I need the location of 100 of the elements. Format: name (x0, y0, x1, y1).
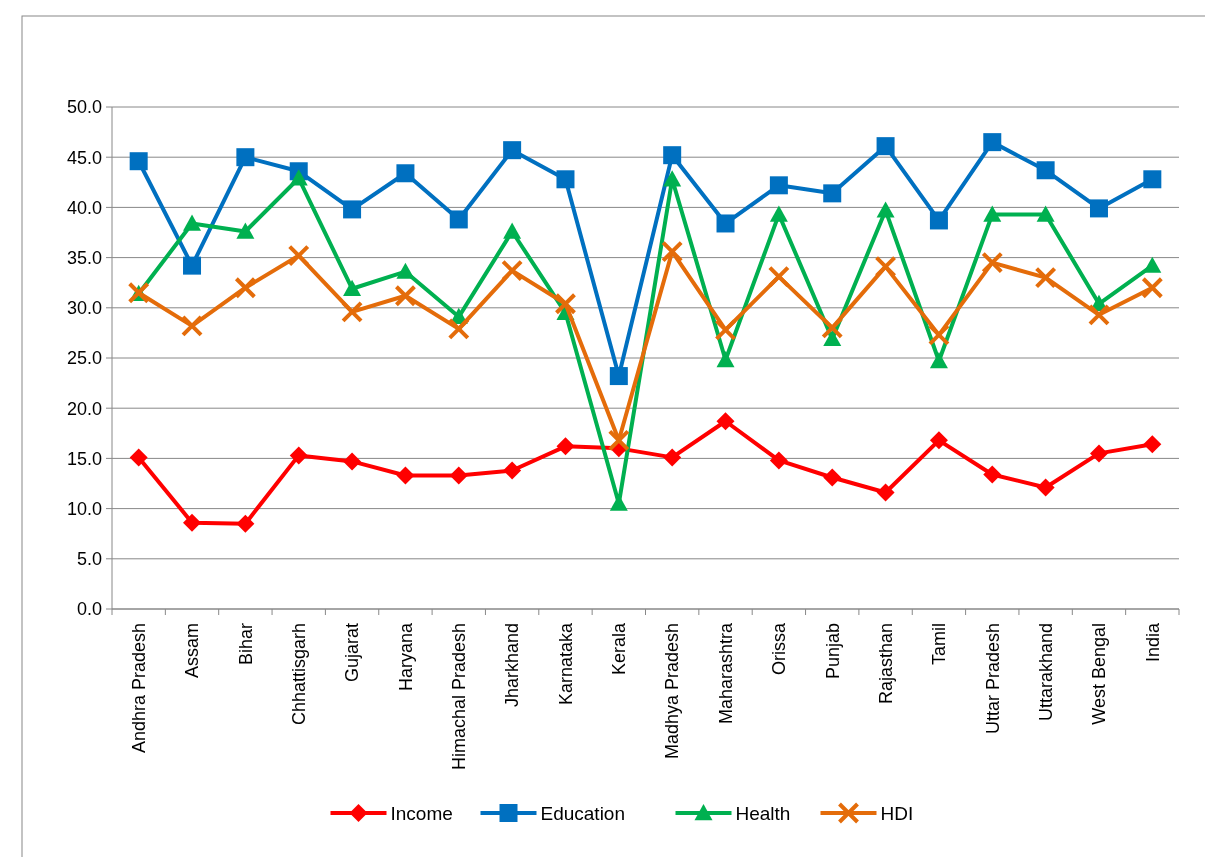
point (927, 323, 950, 346)
point (607, 429, 630, 452)
y-tick-label: 35.0 (66, 247, 102, 268)
point (1143, 256, 1162, 273)
x-tick-label: Orissa (769, 622, 790, 676)
x-tick-label: Rajasthan (875, 623, 896, 705)
x-tick-label: Maharashtra (715, 622, 736, 725)
x-tick-label: Karnataka (555, 622, 576, 706)
point (503, 141, 522, 160)
point (236, 148, 255, 167)
point (929, 352, 948, 369)
point (447, 317, 470, 340)
point (663, 448, 682, 467)
x-tick-label: Assam (182, 623, 203, 679)
point (1087, 303, 1110, 326)
point (983, 205, 1002, 222)
x-tick-label: Himachal Pradesh (449, 623, 470, 771)
point (234, 276, 257, 299)
point (343, 200, 362, 219)
point (449, 210, 468, 229)
x-tick-label: Kerala (609, 622, 630, 676)
point (289, 446, 308, 465)
point (714, 318, 737, 341)
x-tick-label: Madhya Pradesh (662, 623, 683, 760)
point (981, 251, 1004, 274)
point (769, 176, 788, 195)
point (503, 461, 522, 480)
x-tick-label: Chhattisgarh (289, 623, 310, 726)
point (716, 214, 735, 233)
point (556, 437, 575, 456)
y-tick-label: 40.0 (66, 197, 102, 218)
y-tick-label: 15.0 (66, 448, 102, 469)
point (823, 329, 842, 347)
legend-label: Health (735, 802, 791, 824)
point (929, 211, 948, 230)
point (1143, 435, 1162, 454)
legend-label: Education (540, 802, 626, 824)
point (287, 244, 310, 267)
point (1143, 170, 1162, 189)
point (394, 284, 417, 307)
point (929, 431, 948, 450)
y-tick-label: 0.0 (76, 599, 102, 620)
point (183, 256, 202, 275)
point (609, 367, 628, 386)
point (396, 262, 415, 279)
point (289, 169, 308, 186)
point (183, 214, 202, 231)
point (1036, 161, 1055, 180)
point (341, 300, 364, 323)
x-tick-label: Tamil (929, 623, 950, 666)
point (556, 170, 575, 189)
point (236, 222, 255, 239)
x-tick-label: Punjab (822, 623, 843, 680)
point (663, 170, 682, 187)
point (1036, 205, 1055, 222)
y-tick-label: 25.0 (66, 348, 102, 369)
point (1036, 478, 1055, 497)
y-tick-label: 30.0 (66, 298, 102, 319)
point (716, 351, 735, 368)
y-tick-label: 45.0 (66, 147, 102, 168)
point (183, 513, 202, 532)
point (396, 164, 415, 183)
point (343, 279, 362, 296)
point (767, 265, 790, 288)
point (1089, 199, 1108, 218)
point (823, 468, 842, 487)
point (1089, 444, 1108, 463)
x-tick-label: West Bengal (1089, 623, 1110, 725)
point (129, 152, 148, 171)
point (1034, 266, 1057, 289)
x-tick-label: Jharkhand (502, 623, 523, 708)
x-tick-label: India (1142, 622, 1163, 663)
x-tick-label: Uttarakhand (1035, 623, 1056, 722)
x-tick-label: Bihar (235, 623, 256, 666)
point (396, 466, 415, 485)
x-tick-label: Uttar Pradesh (982, 623, 1003, 735)
point (821, 316, 844, 339)
point (343, 452, 362, 471)
legend-label: HDI (880, 802, 914, 824)
y-tick-label: 10.0 (66, 498, 102, 519)
y-tick-label: 20.0 (66, 398, 102, 419)
point (983, 465, 1002, 484)
legend-label: Income (390, 802, 453, 824)
point (1141, 276, 1164, 299)
point (876, 201, 895, 218)
y-tick-label: 5.0 (76, 549, 102, 570)
point (661, 240, 684, 263)
point (874, 255, 897, 278)
point (554, 292, 577, 315)
point (449, 466, 468, 485)
x-tick-label: Andhra Pradesh (128, 623, 149, 754)
y-tick-label: 50.0 (66, 97, 102, 118)
point (501, 259, 524, 282)
point (823, 184, 842, 203)
point (983, 133, 1002, 152)
point (876, 483, 895, 502)
point (236, 514, 255, 533)
point (769, 451, 788, 470)
point (769, 205, 788, 222)
point (503, 222, 522, 239)
